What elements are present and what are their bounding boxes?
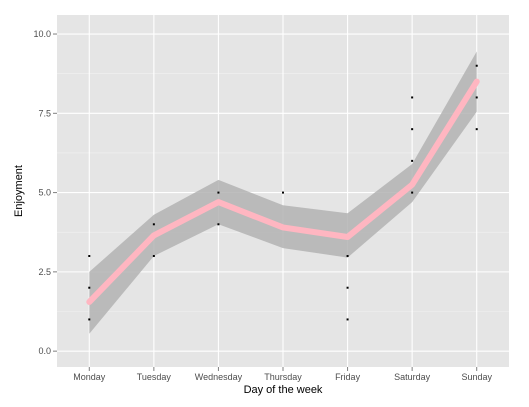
data-point: [475, 96, 478, 99]
y-axis-title: Enjoyment: [13, 165, 25, 217]
x-tick-label: Saturday: [394, 372, 431, 382]
data-point: [88, 286, 91, 289]
x-tick-label: Tuesday: [137, 372, 172, 382]
data-points: [88, 64, 478, 321]
data-point: [411, 191, 414, 194]
smooth-line: [86, 78, 480, 305]
x-tick-label: Wednesday: [195, 372, 243, 382]
data-point: [217, 191, 220, 194]
data-point: [475, 64, 478, 67]
data-point: [152, 255, 155, 258]
data-point: [346, 255, 349, 258]
y-tick-label: 0.0: [38, 346, 51, 356]
data-point: [152, 223, 155, 226]
x-tick-label: Monday: [73, 372, 106, 382]
data-point: [411, 128, 414, 131]
x-axis-ticks: Monday Tuesday Wednesday Thursday Friday Satu…: [73, 367, 492, 382]
y-axis-ticks: 0.0 2.5 5.0 7.5 10.0: [33, 29, 57, 356]
data-point: [88, 318, 91, 321]
data-point: [88, 255, 91, 258]
data-point: [411, 96, 414, 99]
y-tick-label: 2.5: [38, 267, 51, 277]
y-tick-label: 10.0: [33, 29, 51, 39]
data-point: [475, 128, 478, 131]
data-point: [346, 286, 349, 289]
data-point: [346, 318, 349, 321]
x-axis-title: Day of the week: [244, 384, 323, 396]
x-tick-label: Sunday: [461, 372, 492, 382]
data-point: [217, 223, 220, 226]
data-point: [282, 191, 284, 194]
data-point: [411, 159, 414, 162]
y-tick-label: 5.0: [38, 188, 51, 198]
x-tick-label: Thursday: [264, 372, 302, 382]
x-tick-label: Friday: [335, 372, 361, 382]
y-tick-label: 7.5: [38, 108, 51, 118]
